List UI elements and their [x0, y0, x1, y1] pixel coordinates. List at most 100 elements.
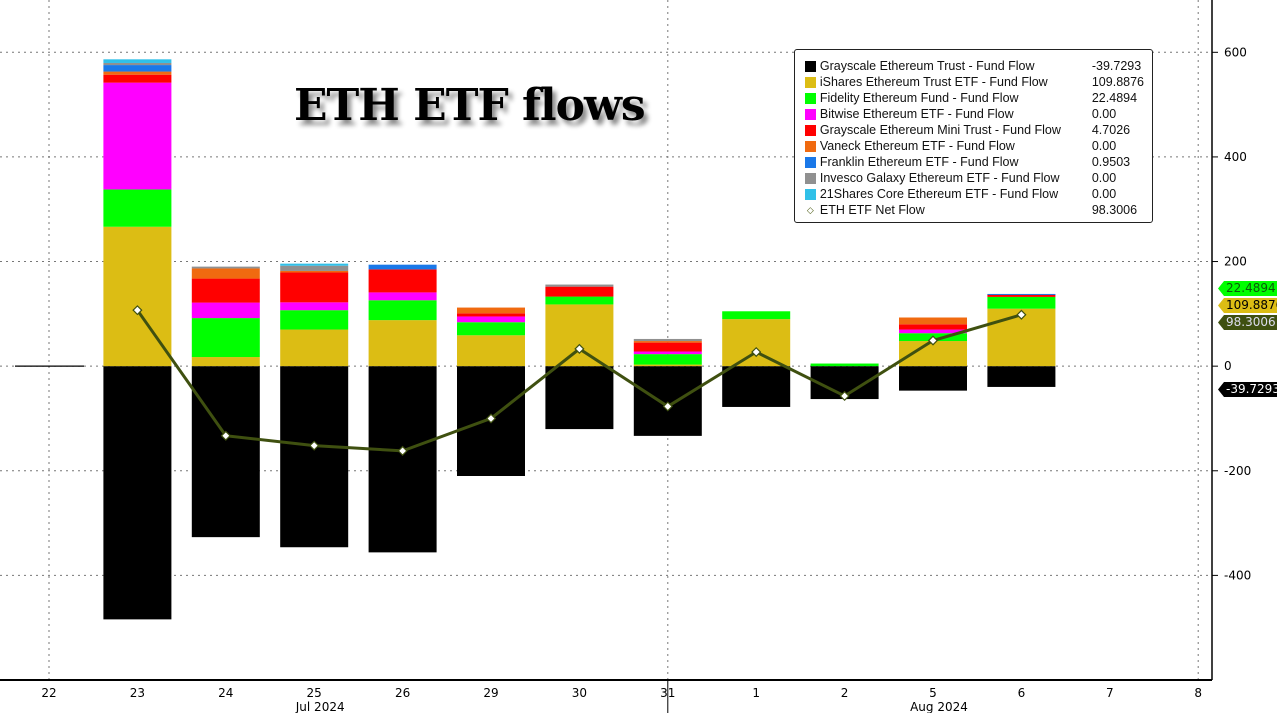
- legend-swatch: [804, 156, 816, 168]
- bar-segment: [368, 269, 437, 293]
- x-tick-label: 2: [841, 686, 849, 700]
- month-label: Jul 2024: [295, 700, 345, 713]
- legend: Grayscale Ethereum Trust - Fund Flow -39.…: [793, 49, 1153, 223]
- month-label: Aug 2024: [910, 700, 968, 713]
- y-tick-label: 0: [1224, 359, 1232, 373]
- x-tick-label: 29: [483, 686, 498, 700]
- bar-segment: [545, 304, 614, 367]
- y-tick-label: 200: [1224, 255, 1247, 269]
- x-tick-label: 25: [307, 686, 322, 700]
- bar-segment: [987, 293, 1056, 295]
- bar-segment: [191, 318, 260, 358]
- x-tick-label: 1: [752, 686, 760, 700]
- bar-segment: [191, 302, 260, 319]
- legend-value: 0.00: [1091, 107, 1117, 121]
- bar-segment: [191, 268, 260, 279]
- bar-segment: [899, 324, 967, 330]
- bar-segment: [633, 364, 702, 367]
- legend-item: Bitwise Ethereum ETF - Fund Flow 0.00: [795, 106, 1144, 122]
- legend-value: 4.7026: [1091, 123, 1131, 137]
- legend-swatch: [804, 108, 816, 120]
- value-badge: -39.7293: [1218, 382, 1277, 397]
- bar-segment: [722, 366, 791, 407]
- legend-value: 0.00: [1091, 171, 1117, 185]
- bar-segment: [103, 65, 172, 72]
- bar-segment: [633, 354, 702, 365]
- net-flow-point: [309, 440, 320, 451]
- bar-segment: [368, 264, 437, 270]
- x-tick-label: 6: [1018, 686, 1026, 700]
- legend-item: Grayscale Ethereum Mini Trust - Fund Flo…: [795, 122, 1144, 138]
- bar-segment: [191, 366, 260, 538]
- net-flow-point: [927, 335, 939, 346]
- legend-value: 109.8876: [1091, 75, 1144, 89]
- bar-segment: [633, 351, 702, 355]
- diamond-icon: ◇: [806, 204, 814, 215]
- bar-segment: [368, 292, 437, 301]
- bar-segment: [191, 357, 260, 367]
- legend-swatch: [804, 140, 816, 152]
- legend-item: Fidelity Ethereum Fund - Fund Flow 22.489…: [795, 90, 1144, 106]
- value-badge: 22.4894: [1218, 281, 1277, 296]
- x-tick-label: 8: [1194, 686, 1202, 700]
- legend-value: 0.00: [1091, 139, 1117, 153]
- legend-value: 22.4894: [1091, 91, 1138, 105]
- bar-segment: [103, 62, 172, 66]
- net-flow-point: [839, 390, 850, 402]
- legend-label: Invesco Galaxy Ethereum ETF - Fund Flow: [819, 171, 1060, 185]
- bar-segment: [280, 263, 349, 266]
- bar-segment: [899, 317, 967, 325]
- net-flow-point: [485, 413, 497, 424]
- legend-item: ◇ ETH ETF Net Flow 98.3006: [795, 202, 1144, 218]
- net-flow-point: [1016, 309, 1027, 320]
- legend-item: iShares Ethereum Trust ETF - Fund Flow 10…: [795, 74, 1144, 90]
- net-flow-point: [132, 305, 143, 316]
- bar-segment: [457, 322, 525, 336]
- bar-segment: [899, 329, 967, 334]
- legend-item: Grayscale Ethereum Trust - Fund Flow -39.…: [795, 58, 1144, 74]
- bar-segment: [280, 302, 349, 311]
- legend-swatch: [804, 92, 816, 104]
- legend-value: 0.00: [1091, 187, 1117, 201]
- legend-value: -39.7293: [1091, 59, 1142, 73]
- legend-label: Grayscale Ethereum Trust - Fund Flow: [819, 59, 1035, 73]
- value-badge: 109.8876: [1218, 298, 1277, 313]
- legend-label: iShares Ethereum Trust ETF - Fund Flow: [819, 75, 1048, 89]
- bar-segment: [545, 296, 614, 305]
- legend-label: Fidelity Ethereum Fund - Fund Flow: [819, 91, 1019, 105]
- bar-segment: [103, 189, 172, 227]
- bar-segment: [545, 284, 614, 287]
- net-flow-point: [662, 401, 673, 412]
- x-tick-label: 24: [218, 686, 233, 700]
- bar-segment: [545, 286, 614, 297]
- bar-segment: [103, 82, 172, 190]
- legend-value: 0.9503: [1091, 155, 1131, 169]
- bar-segment: [457, 335, 525, 367]
- net-flow-point: [397, 445, 408, 456]
- y-tick-label: 600: [1224, 45, 1247, 59]
- legend-swatch: [804, 172, 816, 184]
- bar-segment: [457, 307, 525, 314]
- legend-value: 98.3006: [1091, 203, 1138, 217]
- bar-segment: [987, 366, 1056, 387]
- legend-label: ETH ETF Net Flow: [819, 203, 925, 217]
- legend-label: Bitwise Ethereum ETF - Fund Flow: [819, 107, 1014, 121]
- bar-segment: [280, 270, 349, 273]
- x-tick-label: 23: [130, 686, 145, 700]
- bar-segment: [191, 266, 260, 269]
- bar-segment: [103, 74, 172, 83]
- bar-segment: [633, 338, 702, 342]
- y-tick-label: -200: [1224, 464, 1251, 478]
- bar-segment: [103, 59, 172, 63]
- net-flow-point: [220, 430, 231, 441]
- y-tick-label: -400: [1224, 568, 1251, 582]
- legend-swatch: [804, 76, 816, 88]
- legend-item: Vaneck Ethereum ETF - Fund Flow 0.00: [795, 138, 1144, 154]
- legend-swatch: [804, 60, 816, 72]
- bar-segment: [457, 313, 525, 317]
- bar-segment: [633, 366, 702, 436]
- net-flow-point: [574, 343, 585, 354]
- legend-item: Invesco Galaxy Ethereum ETF - Fund Flow 0…: [795, 170, 1144, 186]
- bar-segment: [103, 366, 172, 620]
